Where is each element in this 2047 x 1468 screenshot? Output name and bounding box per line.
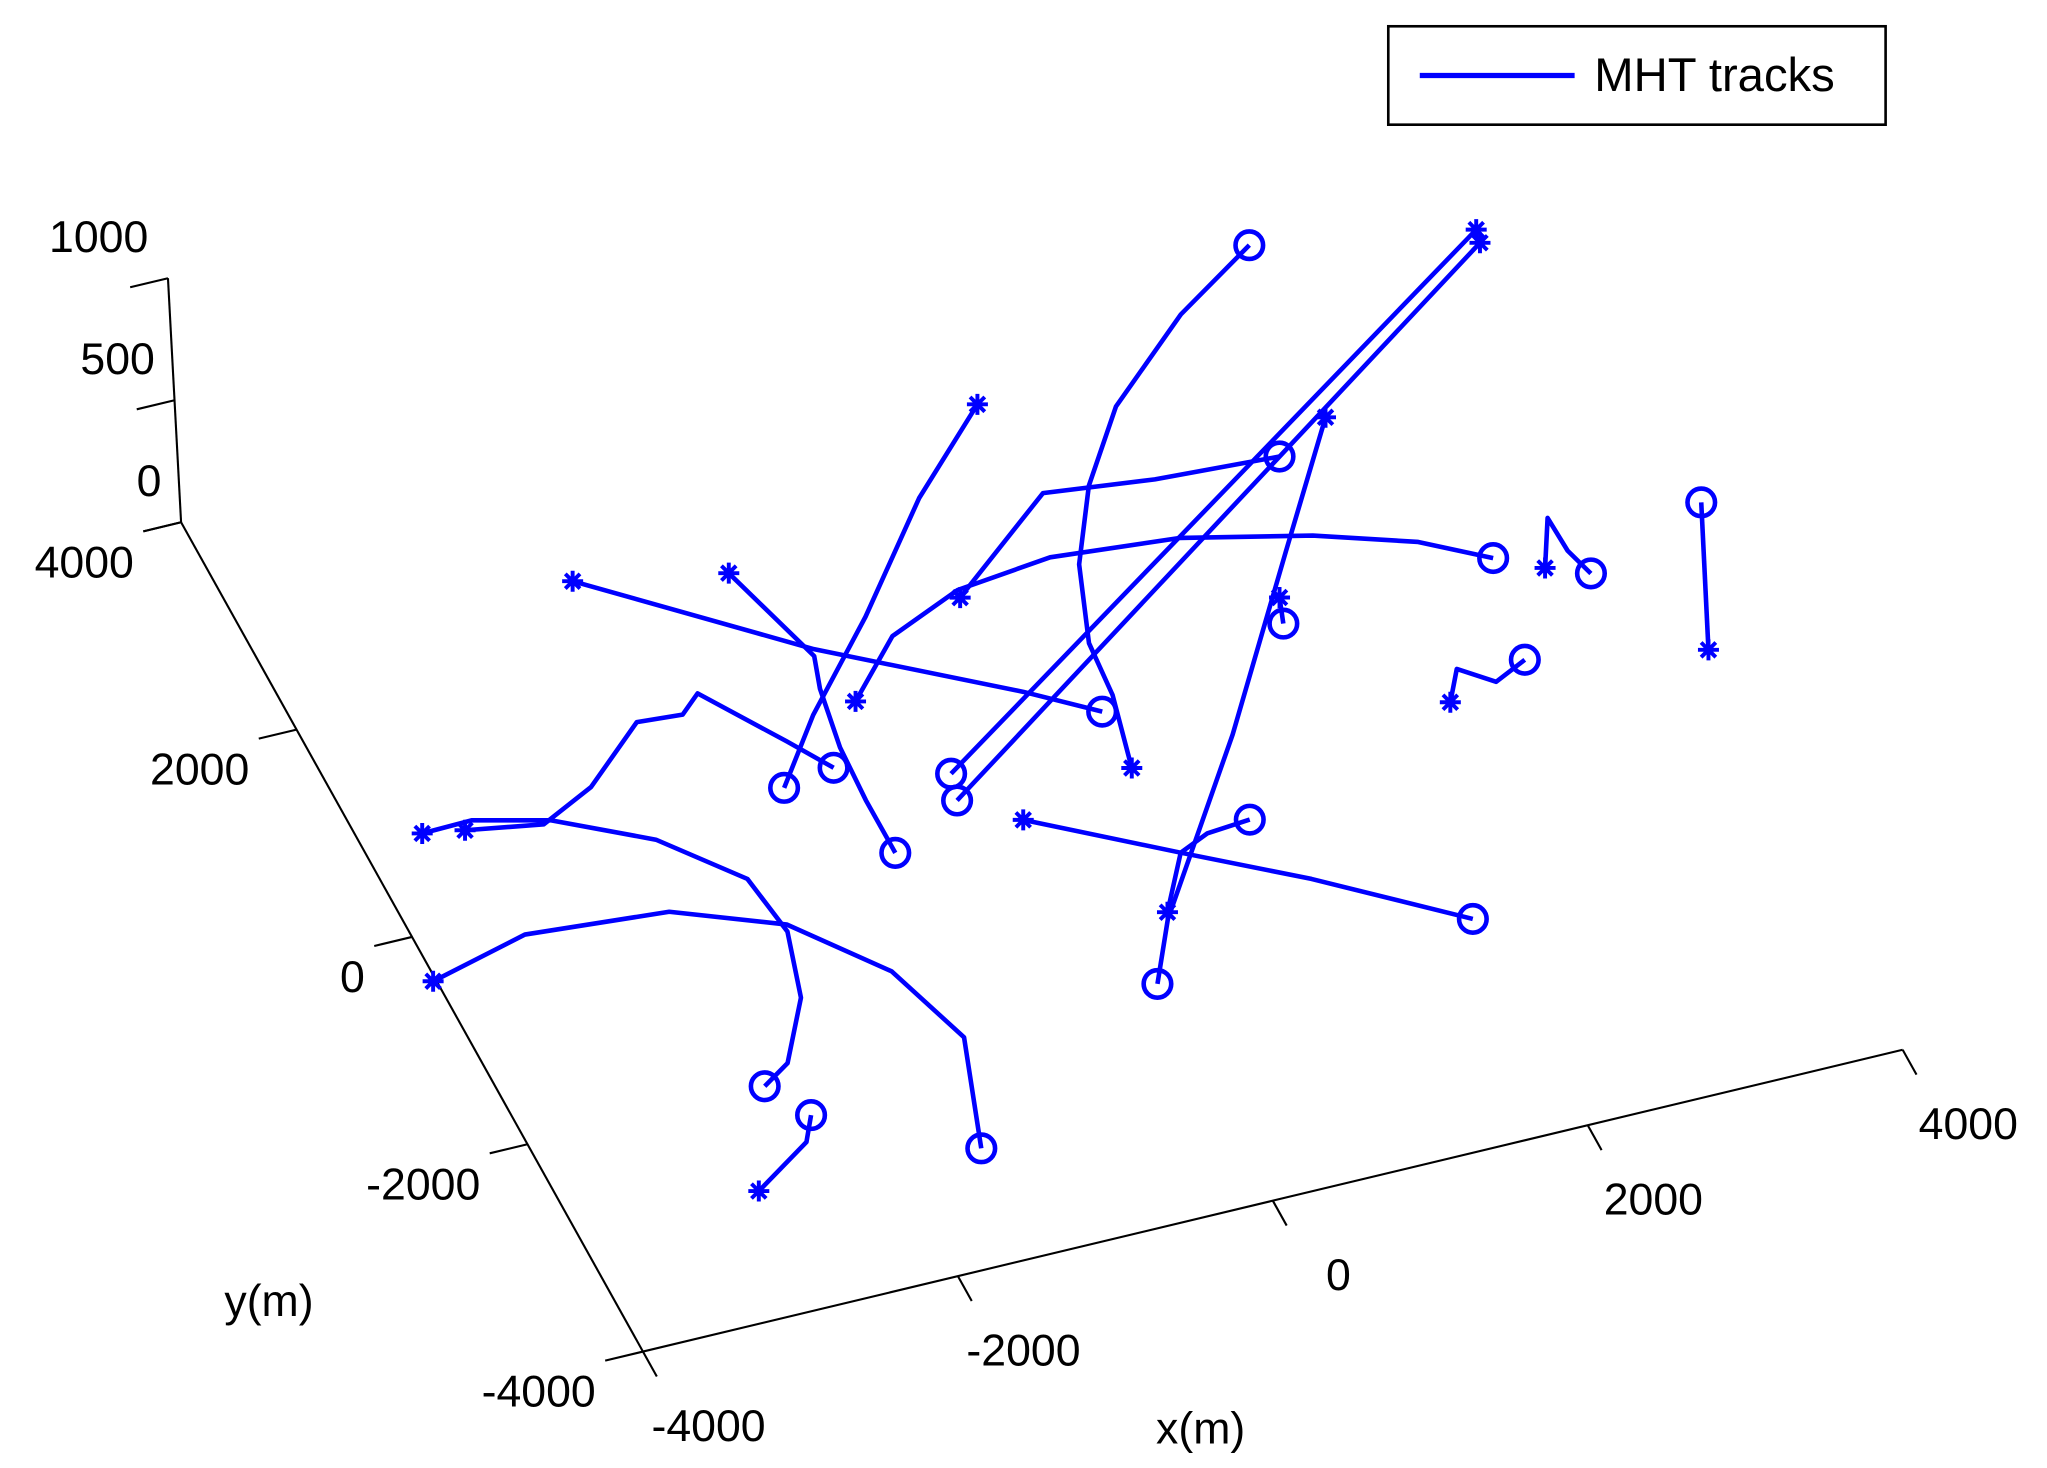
track-line xyxy=(1022,817,1474,922)
x-tick xyxy=(956,1275,973,1302)
legend-label: MHT tracks xyxy=(1594,49,1834,102)
track-start-marker xyxy=(1156,901,1178,923)
y-tick xyxy=(258,728,297,740)
track-end-marker xyxy=(768,771,801,804)
track-start-marker xyxy=(422,970,444,992)
z-tick xyxy=(136,399,175,411)
track-end-marker xyxy=(1233,803,1266,836)
track-start-marker xyxy=(1315,406,1337,428)
track-line xyxy=(727,571,898,854)
y-tick xyxy=(604,1350,644,1362)
track-start-marker xyxy=(949,587,971,609)
x-tick xyxy=(1586,1124,1603,1151)
track-start-marker xyxy=(1012,809,1034,831)
track-line xyxy=(572,578,1103,714)
track-end-marker xyxy=(1574,557,1608,590)
track-end-marker xyxy=(1456,902,1489,936)
track-end-marker xyxy=(965,1132,998,1165)
y-tick-label: 2000 xyxy=(150,746,249,795)
y-tick-label: 0 xyxy=(340,953,365,1002)
track-end-marker xyxy=(941,784,974,817)
track-end-marker xyxy=(1685,486,1718,519)
track-end-marker xyxy=(1233,229,1266,262)
track-line xyxy=(757,1114,814,1193)
track-end-marker xyxy=(1263,440,1296,473)
track-line xyxy=(853,533,1494,703)
track-start-marker xyxy=(1269,586,1291,608)
track-start-marker xyxy=(1465,219,1487,241)
track-line xyxy=(1155,416,1328,985)
z-tick-label: 500 xyxy=(80,335,154,384)
y-axis-label: y(m) xyxy=(224,1277,313,1326)
track-line xyxy=(421,817,804,1088)
x-tick-label: -2000 xyxy=(966,1326,1080,1375)
track-line xyxy=(432,909,984,1149)
track-line xyxy=(464,691,835,833)
track-start-marker xyxy=(1439,691,1461,713)
track-end-marker xyxy=(879,836,912,869)
x-tick xyxy=(1271,1200,1288,1227)
track-end-marker xyxy=(817,751,850,784)
track-line xyxy=(958,454,1280,600)
track-end-marker xyxy=(748,1070,781,1103)
track-line xyxy=(1542,515,1593,576)
track-line xyxy=(1076,243,1251,769)
legend: MHT tracks xyxy=(1386,24,1887,127)
track-line xyxy=(782,403,980,789)
track-start-marker xyxy=(1469,232,1491,254)
track-end-marker xyxy=(1267,607,1300,640)
y-tick xyxy=(489,1143,528,1155)
track-start-marker xyxy=(845,690,867,712)
y-tick-label: -4000 xyxy=(482,1368,596,1417)
z-tick xyxy=(143,521,182,533)
track-end-marker xyxy=(1477,541,1510,575)
track-start-marker xyxy=(411,822,433,844)
x-tick xyxy=(642,1351,658,1377)
y-tick xyxy=(373,935,413,948)
x-tick-label: 2000 xyxy=(1604,1175,1703,1224)
x-axis-label: x(m) xyxy=(1156,1404,1245,1453)
z-tick-label: 0 xyxy=(137,457,162,506)
track-line xyxy=(949,228,1478,776)
track-start-marker xyxy=(966,393,988,415)
x-tick-label: 0 xyxy=(1326,1251,1351,1300)
x-tick-label: 4000 xyxy=(1919,1100,2018,1149)
track-line xyxy=(1165,817,1251,913)
track-start-marker xyxy=(454,819,476,841)
track-start-marker xyxy=(1121,757,1143,779)
z-tick xyxy=(129,277,169,289)
track-start-marker xyxy=(562,570,584,592)
track-line xyxy=(955,241,1482,803)
y-tick-label: -2000 xyxy=(366,1160,480,1209)
track-line xyxy=(1698,502,1711,650)
track-start-marker xyxy=(1697,639,1719,661)
y-tick-label: 4000 xyxy=(35,538,134,587)
z-tick-label: 1000 xyxy=(49,213,148,262)
track-end-marker xyxy=(1141,967,1174,1001)
x-tick xyxy=(1901,1049,1918,1076)
track-end-marker xyxy=(795,1099,828,1132)
x-tick-label: -4000 xyxy=(652,1402,766,1451)
track-start-marker xyxy=(1534,557,1556,579)
track-end-marker xyxy=(1508,643,1541,676)
track-line xyxy=(1448,657,1527,703)
track-start-marker xyxy=(748,1180,770,1202)
track-start-marker xyxy=(718,562,740,584)
